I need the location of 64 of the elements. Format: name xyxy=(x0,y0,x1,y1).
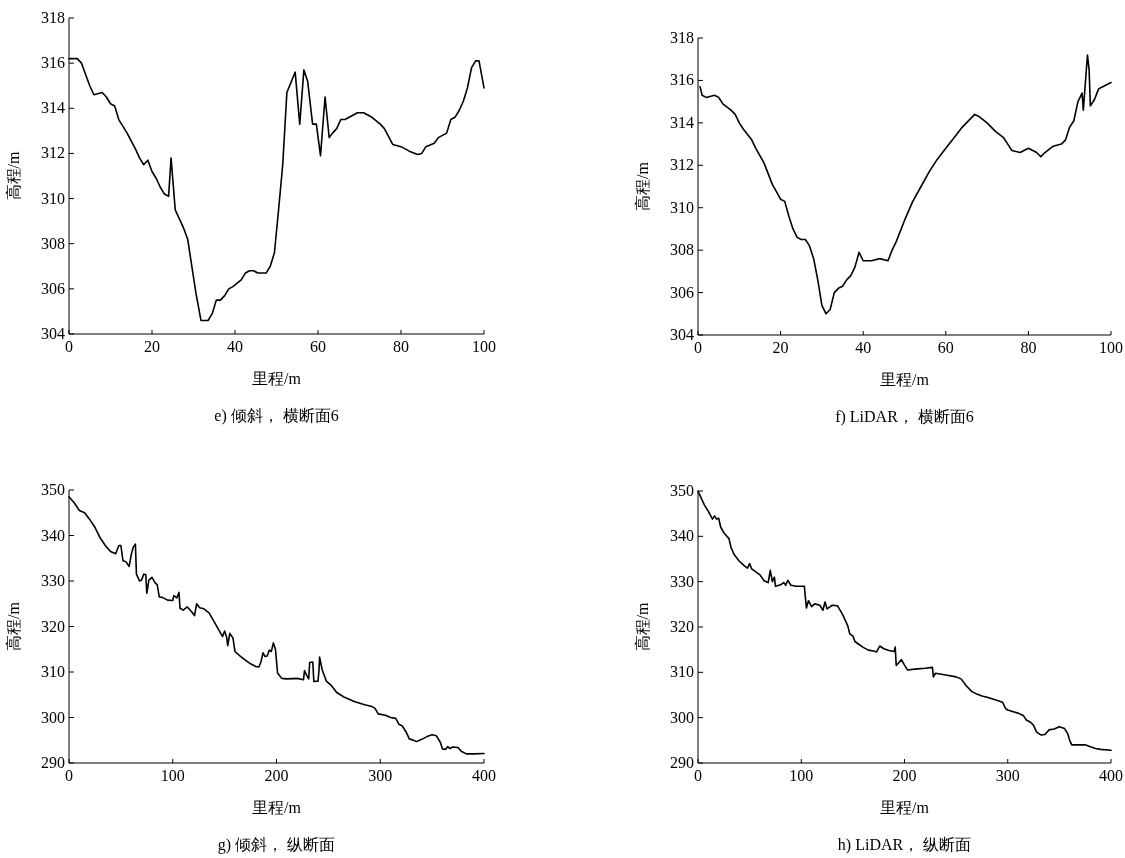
y-tick-label: 340 xyxy=(670,527,694,545)
x-tick-label: 40 xyxy=(855,339,872,356)
x-axis-title: 里程/m xyxy=(880,371,930,388)
x-tick-label: 100 xyxy=(160,767,185,784)
y-tick-label: 318 xyxy=(670,29,694,46)
y-axis-title: 高程/m xyxy=(5,151,22,201)
y-tick-label: 310 xyxy=(41,663,65,680)
x-tick-label: 0 xyxy=(65,338,73,355)
y-axis-title: 高程/m xyxy=(5,601,22,651)
x-tick-label: 60 xyxy=(310,338,326,355)
y-tick-label: 308 xyxy=(670,241,694,259)
x-tick-label: 80 xyxy=(393,338,409,355)
x-tick-label: 200 xyxy=(892,767,917,784)
y-tick-label: 318 xyxy=(41,9,65,26)
y-tick-label: 306 xyxy=(670,283,694,301)
y-tick-label: 310 xyxy=(670,663,694,681)
text: f) LiDAR， 横断面6 xyxy=(835,408,974,426)
y-tick-label: 316 xyxy=(670,71,694,89)
x-tick-label: 100 xyxy=(472,338,496,355)
y-tick-label: 316 xyxy=(41,54,65,72)
y-tick-label: 310 xyxy=(670,198,694,216)
y-tick-label: 304 xyxy=(41,325,65,342)
x-tick-label: 20 xyxy=(144,338,160,355)
text: e) 倾斜， 横断面6 xyxy=(214,407,339,425)
text: h) LiDAR， 纵断面 xyxy=(837,836,972,854)
y-tick-label: 314 xyxy=(41,99,65,117)
y-tick-label: 320 xyxy=(670,618,694,635)
y-tick-label: 290 xyxy=(41,754,65,771)
x-tick-label: 400 xyxy=(1099,767,1123,784)
y-tick-label: 350 xyxy=(670,482,694,499)
y-tick-label: 314 xyxy=(670,113,694,131)
x-tick-label: 0 xyxy=(694,767,702,784)
y-tick-label: 330 xyxy=(670,572,694,590)
y-tick-label: 300 xyxy=(670,708,694,726)
y-tick-label: 308 xyxy=(41,234,65,252)
y-tick-label: 290 xyxy=(670,754,694,771)
y-tick-label: 330 xyxy=(41,572,65,589)
y-tick-label: 300 xyxy=(41,708,65,726)
x-tick-label: 300 xyxy=(368,767,393,784)
x-tick-label: 300 xyxy=(995,767,1020,784)
x-axis-title: 里程/m xyxy=(252,799,302,816)
y-tick-label: 306 xyxy=(41,279,65,297)
y-tick-label: 340 xyxy=(41,526,65,544)
x-tick-label: 60 xyxy=(937,339,954,356)
y-tick-label: 310 xyxy=(41,189,65,207)
y-tick-label: 304 xyxy=(670,326,694,343)
y-tick-label: 350 xyxy=(41,481,65,498)
x-tick-label: 20 xyxy=(772,339,789,356)
x-tick-label: 0 xyxy=(65,767,73,784)
x-tick-label: 80 xyxy=(1020,339,1037,356)
x-tick-label: 200 xyxy=(264,767,289,784)
x-tick-label: 100 xyxy=(789,767,814,784)
y-tick-label: 312 xyxy=(41,144,65,162)
x-tick-label: 0 xyxy=(694,339,702,356)
x-tick-label: 100 xyxy=(1099,339,1123,356)
y-axis-title: 高程/m xyxy=(634,602,651,652)
x-tick-label: 400 xyxy=(472,767,496,784)
x-tick-label: 40 xyxy=(227,338,243,355)
x-axis-title: 里程/m xyxy=(252,370,302,387)
y-tick-label: 312 xyxy=(670,156,694,174)
y-axis-title: 高程/m xyxy=(634,161,651,211)
y-tick-label: 320 xyxy=(41,617,65,635)
x-axis-title: 里程/m xyxy=(880,799,930,816)
text: g) 倾斜， 纵断面 xyxy=(217,836,336,854)
